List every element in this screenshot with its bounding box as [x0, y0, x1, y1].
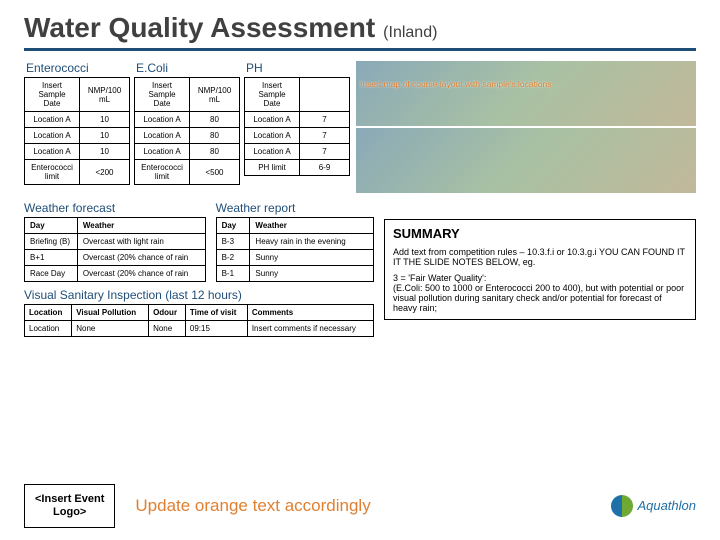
table-header: NMP/100 mL	[80, 78, 130, 112]
limit-label: Enterococci limit	[135, 160, 190, 185]
table-cell: 7	[300, 112, 350, 128]
table-cell: Location A	[25, 144, 80, 160]
brand-name: Aquathlon	[637, 498, 696, 513]
table-cell: B-3	[216, 234, 250, 250]
table-cell: Overcast with light rain	[77, 234, 205, 250]
limit-label: PH limit	[245, 160, 300, 176]
weather-report-table: DayWeatherB-3Heavy rain in the eveningB-…	[216, 217, 374, 282]
table-cell: Insert comments if necessary	[247, 321, 373, 337]
sample-title: E.Coli	[134, 61, 240, 75]
table-header: Weather	[250, 218, 374, 234]
sample-title: PH	[244, 61, 350, 75]
event-logo-l1: <Insert Event	[35, 493, 104, 505]
table-cell: Location A	[135, 128, 190, 144]
limit-value: 6-9	[300, 160, 350, 176]
table-cell: 09:15	[185, 321, 247, 337]
table-cell: 80	[190, 112, 240, 128]
weather-forecast-table: DayWeatherBriefing (B)Overcast with ligh…	[24, 217, 206, 282]
summary-box: SUMMARY Add text from competition rules …	[384, 219, 696, 320]
table-cell: Race Day	[25, 266, 78, 282]
limit-value: <500	[190, 160, 240, 185]
vsi-table: LocationVisual PollutionOdourTime of vis…	[24, 304, 374, 337]
table-header: NMP/100 mL	[190, 78, 240, 112]
table-cell: Location A	[135, 144, 190, 160]
vsi-title: Visual Sanitary Inspection (last 12 hour…	[24, 288, 374, 302]
table-cell: 10	[80, 144, 130, 160]
weather-report-title: Weather report	[216, 201, 374, 215]
limit-value: <200	[80, 160, 130, 185]
summary-title: SUMMARY	[393, 226, 687, 241]
table-cell: Location A	[245, 112, 300, 128]
table-cell: 7	[300, 128, 350, 144]
sample-title: Enterococci	[24, 61, 130, 75]
table-cell: Briefing (B)	[25, 234, 78, 250]
table-header: Insert Sample Date	[25, 78, 80, 112]
weather-forecast-title: Weather forecast	[24, 201, 206, 215]
table-cell: Overcast (20% chance of rain	[77, 266, 205, 282]
table-cell: Location A	[245, 144, 300, 160]
limit-label: Enterococci limit	[25, 160, 80, 185]
brand-swirl-icon	[611, 495, 633, 517]
map-area: Insert map of course layout with sample'…	[356, 61, 696, 193]
footer: <Insert Event Logo> Update orange text a…	[24, 484, 696, 528]
title-underline	[24, 48, 696, 51]
sample-table: Insert Sample DateLocation A7Location A7…	[244, 77, 350, 176]
table-cell: Location	[25, 321, 72, 337]
table-header: Odour	[149, 305, 186, 321]
table-cell: 10	[80, 128, 130, 144]
table-cell: Overcast (20% chance of rain	[77, 250, 205, 266]
weather-report: Weather report DayWeatherB-3Heavy rain i…	[216, 201, 374, 282]
table-cell: Location A	[25, 128, 80, 144]
table-cell: Sunny	[250, 266, 374, 282]
table-header: Location	[25, 305, 72, 321]
event-logo-l2: Logo>	[53, 506, 86, 518]
map-image-bottom	[356, 128, 696, 193]
sample-table: Insert Sample DateNMP/100 mLLocation A80…	[134, 77, 240, 185]
table-cell: None	[72, 321, 149, 337]
table-cell: B+1	[25, 250, 78, 266]
table-cell: B-1	[216, 266, 250, 282]
table-cell: 80	[190, 128, 240, 144]
brand-logo: Aquathlon	[611, 495, 696, 517]
sample-tables-row: EnterococciInsert Sample DateNMP/100 mLL…	[24, 61, 696, 193]
table-cell: Location A	[25, 112, 80, 128]
weather-forecast: Weather forecast DayWeatherBriefing (B)O…	[24, 201, 206, 282]
table-header: Time of visit	[185, 305, 247, 321]
event-logo-placeholder: <Insert Event Logo>	[24, 484, 115, 528]
table-cell: Location A	[245, 128, 300, 144]
table-header	[300, 78, 350, 112]
table-cell: 10	[80, 112, 130, 128]
map-image-top	[356, 61, 696, 126]
table-header: Weather	[77, 218, 205, 234]
table-header: Insert Sample Date	[245, 78, 300, 112]
page-title: Water Quality Assessment	[24, 12, 375, 44]
summary-line3: (E.Coli: 500 to 1000 or Enterococci 200 …	[393, 283, 687, 313]
table-cell: Heavy rain in the evening	[250, 234, 374, 250]
table-header: Visual Pollution	[72, 305, 149, 321]
page-subtitle: (Inland)	[383, 24, 437, 42]
summary-line2: 3 = 'Fair Water Quality':	[393, 273, 687, 283]
table-header: Day	[25, 218, 78, 234]
table-cell: Location A	[135, 112, 190, 128]
summary-line1: Add text from competition rules – 10.3.f…	[393, 247, 687, 267]
table-cell: Sunny	[250, 250, 374, 266]
table-cell: None	[149, 321, 186, 337]
orange-instruction: Update orange text accordingly	[135, 496, 591, 516]
sample-table: Insert Sample DateNMP/100 mLLocation A10…	[24, 77, 130, 185]
table-cell: 7	[300, 144, 350, 160]
table-header: Comments	[247, 305, 373, 321]
table-cell: 80	[190, 144, 240, 160]
map-overlay-text: Insert map of course layout with sample'…	[360, 79, 692, 89]
table-header: Day	[216, 218, 250, 234]
table-cell: B-2	[216, 250, 250, 266]
table-header: Insert Sample Date	[135, 78, 190, 112]
